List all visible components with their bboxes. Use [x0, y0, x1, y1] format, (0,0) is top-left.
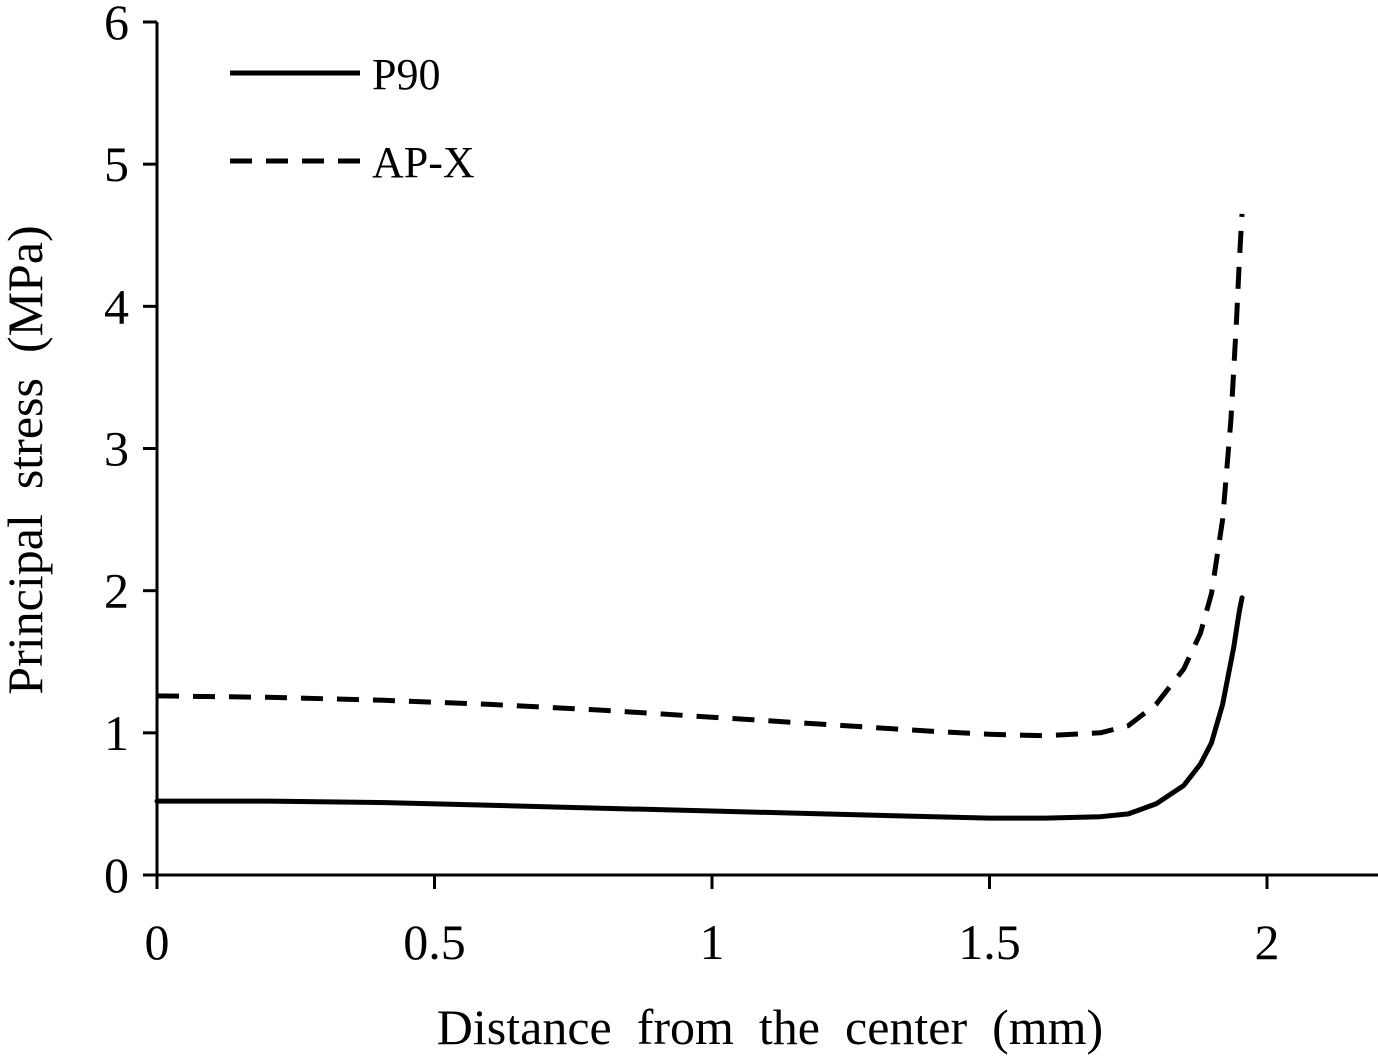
y-tick-label: 1: [104, 705, 129, 761]
y-tick-label: 4: [104, 278, 129, 334]
x-tick-label: 0.5: [403, 914, 466, 970]
x-tick-label: 1.5: [958, 914, 1021, 970]
y-tick-label: 5: [104, 136, 129, 192]
y-tick-label: 0: [104, 847, 129, 903]
axes: 0 1 2 3 4 5 6 0 0.5 1 1.5 2: [104, 0, 1378, 970]
x-axis-title: Distance from the center (mm): [437, 999, 1103, 1055]
legend-label: AP-X: [372, 138, 475, 187]
series-line-p90: [154, 595, 1245, 821]
x-tick-label: 0: [145, 914, 170, 970]
series-line-ap-x: [156, 213, 1245, 739]
y-tick-label: 6: [104, 0, 129, 50]
y-axis-title: Principal stress (MPa): [0, 225, 53, 694]
series-layer: [154, 213, 1245, 821]
legend-label: P90: [372, 50, 440, 99]
legend: P90 AP-X: [230, 50, 475, 187]
y-tick-label: 3: [104, 421, 129, 477]
y-tick-label: 2: [104, 563, 129, 619]
x-tick-label: 1: [700, 914, 725, 970]
x-tick-label: 2: [1255, 914, 1280, 970]
